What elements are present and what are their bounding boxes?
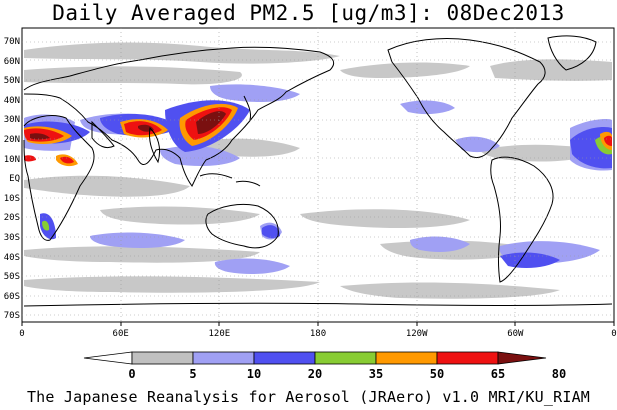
colorbar-segment [192, 351, 255, 365]
colorbar-label: 35 [368, 367, 384, 381]
colorbar-label: 5 [189, 367, 197, 381]
colorbar [83, 351, 547, 365]
colorbar-segment [314, 351, 377, 365]
colorbar-label: 20 [307, 367, 323, 381]
longitude-label: 60W [507, 329, 524, 339]
colorbar-segment [131, 351, 194, 365]
latitude-label: 60N [3, 56, 20, 67]
colorbar-label: 0 [128, 367, 136, 381]
colorbar-label: 50 [429, 367, 445, 381]
colorbar-segment [253, 351, 316, 365]
footer-credit: The Japanese Reanalysis for Aerosol (JRA… [26, 388, 591, 406]
latitude-label: 30S [3, 233, 20, 243]
colorbar-segment [375, 351, 438, 365]
latitude-label: 20N [3, 135, 20, 145]
colorbar-label: 65 [490, 367, 506, 381]
longitude-label: 120W [405, 329, 428, 339]
latitude-label: 20S [3, 213, 20, 224]
colorbar-segment [497, 351, 547, 365]
pm25-field-low [24, 42, 612, 299]
longitude-label: 180 [309, 329, 327, 339]
colorbar-segment [83, 351, 133, 365]
latitude-label: 40S [3, 252, 20, 263]
latitude-label: 10S [3, 193, 20, 204]
gridlines [22, 28, 614, 322]
latitude-label: 40N [3, 95, 20, 106]
longitude-label: 120E [208, 329, 231, 339]
latitude-label: 10N [3, 154, 20, 165]
latitude-label: 50S [3, 272, 20, 283]
latitude-label: 70N [3, 37, 20, 47]
map-title: Daily Averaged PM2.5 [ug/m3]: 08Dec2013 [52, 1, 565, 25]
latitude-label: 50N [3, 76, 20, 87]
longitude-label: 0 [19, 329, 25, 339]
latitude-label: 60S [3, 291, 20, 302]
latitude-label: EQ [9, 174, 20, 185]
colorbar-segment [436, 351, 499, 365]
colorbar-label: 10 [246, 367, 262, 381]
longitude-label: 60E [112, 329, 129, 339]
latitude-label: 70S [3, 311, 20, 322]
colorbar-label: 80 [551, 367, 567, 381]
latitude-label: 30N [3, 115, 20, 126]
longitude-label: 0 [611, 329, 617, 339]
coastlines [23, 35, 613, 307]
tick-marks [21, 322, 615, 326]
